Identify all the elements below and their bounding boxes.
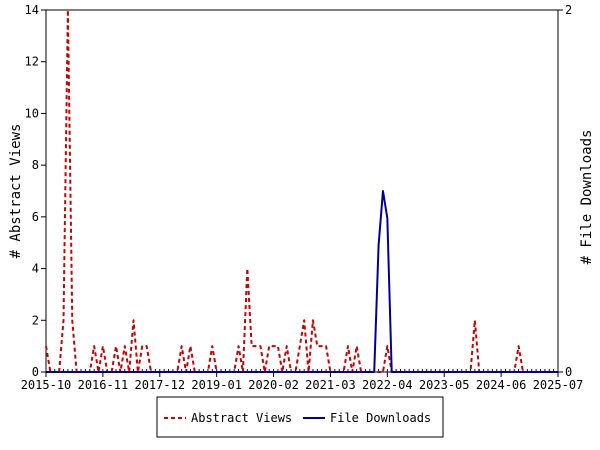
x-tick-label: 2022-04 — [362, 378, 413, 392]
y-left-tick-label: 2 — [32, 313, 39, 327]
x-tick-label: 2017-12 — [134, 378, 185, 392]
series-layer — [45, 9, 558, 373]
legend-label-file-downloads: File Downloads — [330, 411, 431, 425]
y-left-tick-label: 4 — [32, 262, 39, 276]
plot-frame — [45, 9, 559, 373]
y-left-tick-label: 8 — [32, 158, 39, 172]
legend: Abstract Views File Downloads — [156, 396, 444, 438]
y-right-tick-label: 2 — [565, 3, 572, 17]
y-axis-right: 02 — [558, 3, 572, 379]
y-left-tick-label: 10 — [25, 106, 39, 120]
x-tick-label: 2019-01 — [191, 378, 242, 392]
x-tick-label: 2024-06 — [476, 378, 527, 392]
legend-box — [156, 396, 444, 438]
x-tick-label: 2023-05 — [419, 378, 470, 392]
y-left-tick-label: 0 — [32, 365, 39, 379]
x-tick-label: 2025-07 — [533, 378, 584, 392]
x-axis: 2015-10 2016-11 2017-12 2019-01 2020-02 2021-… — [21, 372, 584, 392]
legend-label-abstract-views: Abstract Views — [191, 411, 292, 425]
y-left-tick-label: 14 — [25, 3, 39, 17]
series-line-file-downloads — [46, 190, 558, 373]
plot-area: 2015-10 2016-11 2017-12 2019-01 2020-02 2021-… — [21, 3, 584, 392]
x-tick-label: 2016-11 — [78, 378, 129, 392]
x-tick-label: 2021-03 — [305, 378, 356, 392]
y-axis-left-label: # Abstract Views — [8, 124, 24, 259]
y-left-tick-label: 6 — [32, 210, 39, 224]
y-axis-left: 0 2 4 6 8 10 12 14 — [25, 3, 46, 379]
y-axis-right-label: # File Downloads — [579, 130, 595, 265]
x-tick-label: 2020-02 — [248, 378, 299, 392]
y-right-tick-label: 0 — [565, 365, 572, 379]
y-left-tick-label: 12 — [25, 55, 39, 69]
x-tick-label: 2015-10 — [21, 378, 72, 392]
